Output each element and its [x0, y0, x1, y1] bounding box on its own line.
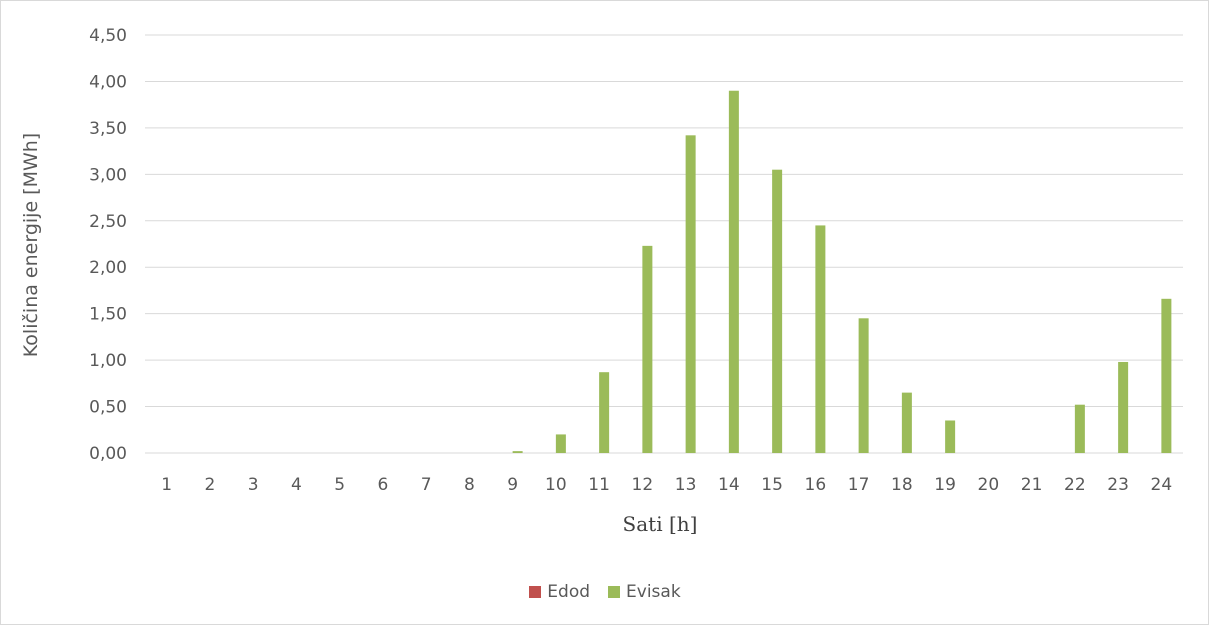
bar-evisak-17	[858, 318, 869, 453]
x-tick-label: 11	[588, 475, 610, 495]
bar-evisak-14	[728, 90, 739, 453]
legend-item-edod: Edod	[529, 582, 590, 602]
y-tick-label: 0,50	[89, 398, 127, 418]
gridlines	[145, 34, 1183, 454]
bar-evisak-15	[772, 169, 783, 453]
bar-evisak-11	[599, 372, 610, 453]
legend-swatch-edod	[529, 586, 542, 598]
y-axis-label: Količina energije [MWh]	[20, 133, 42, 357]
bar-evisak-10	[555, 434, 566, 453]
y-tick-label: 0,00	[89, 444, 127, 464]
y-tick-label: 3,50	[89, 119, 127, 139]
bar-evisak-12	[642, 245, 653, 453]
y-tick-label: 1,00	[89, 351, 127, 371]
x-tick-label: 23	[1107, 475, 1129, 495]
x-tick-label: 1	[161, 475, 172, 495]
y-tick-label: 1,50	[89, 305, 127, 325]
x-tick-label: 7	[421, 475, 432, 495]
x-tick-label: 15	[761, 475, 783, 495]
y-tick-labels: 0,00 0,50 1,00 1,50 2,00 2,50 3,00 3,50 4,00 4,50	[89, 26, 127, 464]
bar-evisak-13	[685, 135, 696, 453]
bar-evisak-18	[901, 392, 912, 453]
x-tick-label: 13	[675, 475, 697, 495]
legend-swatch-evisak	[608, 586, 621, 598]
x-tick-labels: 1 2 3 4 5 6 7 8 9 10 11 12 13 14 15 16 17 18 19 20 21 22 23 24	[161, 475, 1172, 495]
x-tick-label: 14	[718, 475, 740, 495]
x-tick-label: 10	[545, 475, 567, 495]
x-tick-label: 4	[291, 475, 302, 495]
x-tick-label: 17	[848, 475, 870, 495]
bar-evisak-24	[1161, 298, 1172, 453]
x-tick-label: 19	[934, 475, 956, 495]
bar-evisak-23	[1118, 361, 1129, 453]
bar-evisak-16	[815, 225, 826, 453]
bars	[512, 90, 1172, 453]
x-tick-label: 21	[1021, 475, 1043, 495]
y-tick-label: 3,00	[89, 165, 127, 185]
bar-evisak-9	[512, 451, 523, 453]
x-tick-label: 8	[464, 475, 475, 495]
bar-evisak-19	[945, 420, 956, 453]
x-tick-label: 9	[507, 475, 518, 495]
legend: Edod Evisak	[0, 580, 1210, 604]
y-tick-label: 4,00	[89, 72, 127, 92]
legend-item-evisak: Evisak	[608, 582, 681, 602]
legend-label-evisak: Evisak	[626, 582, 681, 602]
x-tick-label: 6	[377, 475, 388, 495]
x-tick-label: 5	[334, 475, 345, 495]
y-tick-label: 4,50	[89, 26, 127, 46]
bar-evisak-22	[1074, 404, 1085, 453]
x-axis-label: Sati [h]	[623, 512, 698, 536]
x-tick-label: 18	[891, 475, 913, 495]
y-tick-label: 2,00	[89, 258, 127, 278]
x-tick-label: 12	[632, 475, 654, 495]
x-tick-label: 22	[1064, 475, 1086, 495]
x-tick-label: 24	[1151, 475, 1173, 495]
x-tick-label: 3	[248, 475, 259, 495]
x-tick-label: 20	[978, 475, 1000, 495]
legend-label-edod: Edod	[547, 582, 591, 602]
x-tick-label: 16	[805, 475, 827, 495]
x-tick-label: 2	[204, 475, 215, 495]
y-tick-label: 2,50	[89, 212, 127, 232]
